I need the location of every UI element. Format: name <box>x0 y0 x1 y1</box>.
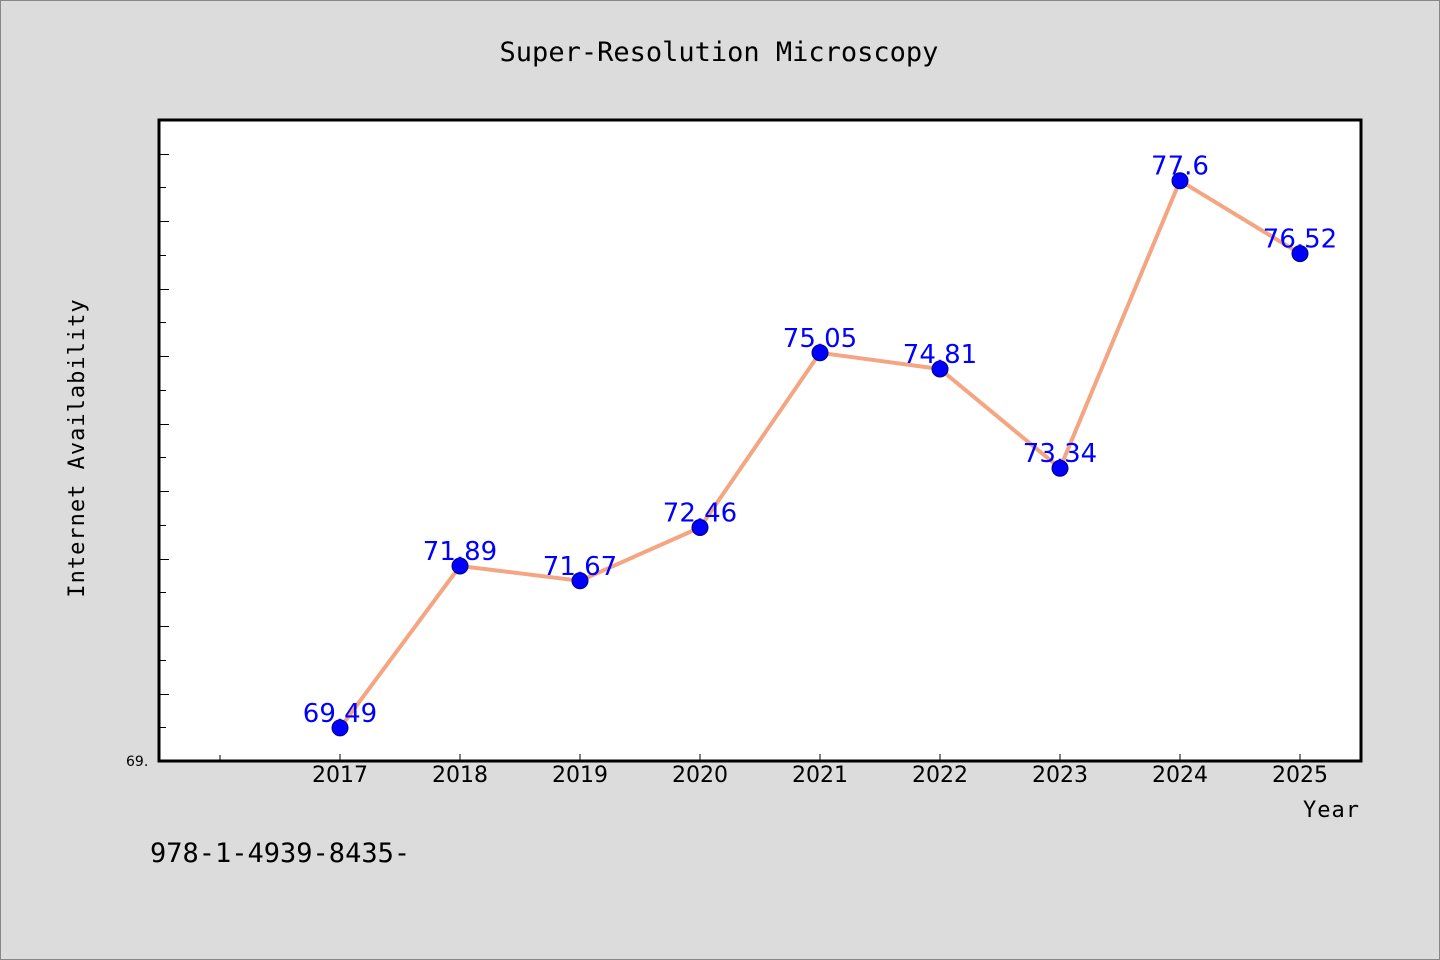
data-label: 77.6 <box>1151 152 1209 182</box>
data-label: 74.81 <box>903 340 977 370</box>
data-point <box>331 719 349 737</box>
data-label: 73.34 <box>1023 439 1097 469</box>
data-point <box>451 557 469 575</box>
x-tick-label: 2024 <box>1152 763 1208 788</box>
data-point <box>571 572 589 590</box>
chart-title: Super-Resolution Microscopy <box>500 37 939 68</box>
data-labels: 69.49 71.89 71.67 72.46 75.05 74.81 73.34 77.6 7… <box>303 152 1337 729</box>
data-point <box>691 519 709 536</box>
y-tick-label: 69. <box>126 754 148 770</box>
data-point <box>811 344 829 362</box>
x-tick-label: 2019 <box>552 763 608 788</box>
x-tick-label: 2020 <box>672 763 728 788</box>
series-line-group <box>331 172 1309 737</box>
y-axis-label: Internet Availability <box>65 298 90 597</box>
footer-text: 978-1-4939-8435- <box>150 838 410 869</box>
data-point <box>1171 172 1189 190</box>
data-point <box>1051 459 1069 477</box>
data-label: 76.52 <box>1263 225 1337 255</box>
y-axis-ticks <box>159 120 169 762</box>
data-label: 72.46 <box>663 499 737 529</box>
data-point <box>931 360 949 378</box>
x-tick-label: 2017 <box>312 763 368 788</box>
data-label: 69.49 <box>303 699 377 729</box>
x-tick-label: 2023 <box>1032 763 1088 788</box>
x-tick-label: 2025 <box>1272 763 1328 788</box>
x-tick-label: 2021 <box>792 763 848 788</box>
x-tick-label: 2018 <box>432 763 488 788</box>
data-label: 71.67 <box>543 552 617 582</box>
data-label: 71.89 <box>423 537 497 567</box>
data-label: 75.05 <box>783 324 857 354</box>
x-tick-label: 2022 <box>912 763 968 788</box>
x-axis-label: Year <box>1303 798 1360 823</box>
data-point <box>1291 245 1309 263</box>
x-axis-ticks: 2017 2018 2019 2020 2021 2022 2023 2024 2025 <box>219 754 1328 788</box>
